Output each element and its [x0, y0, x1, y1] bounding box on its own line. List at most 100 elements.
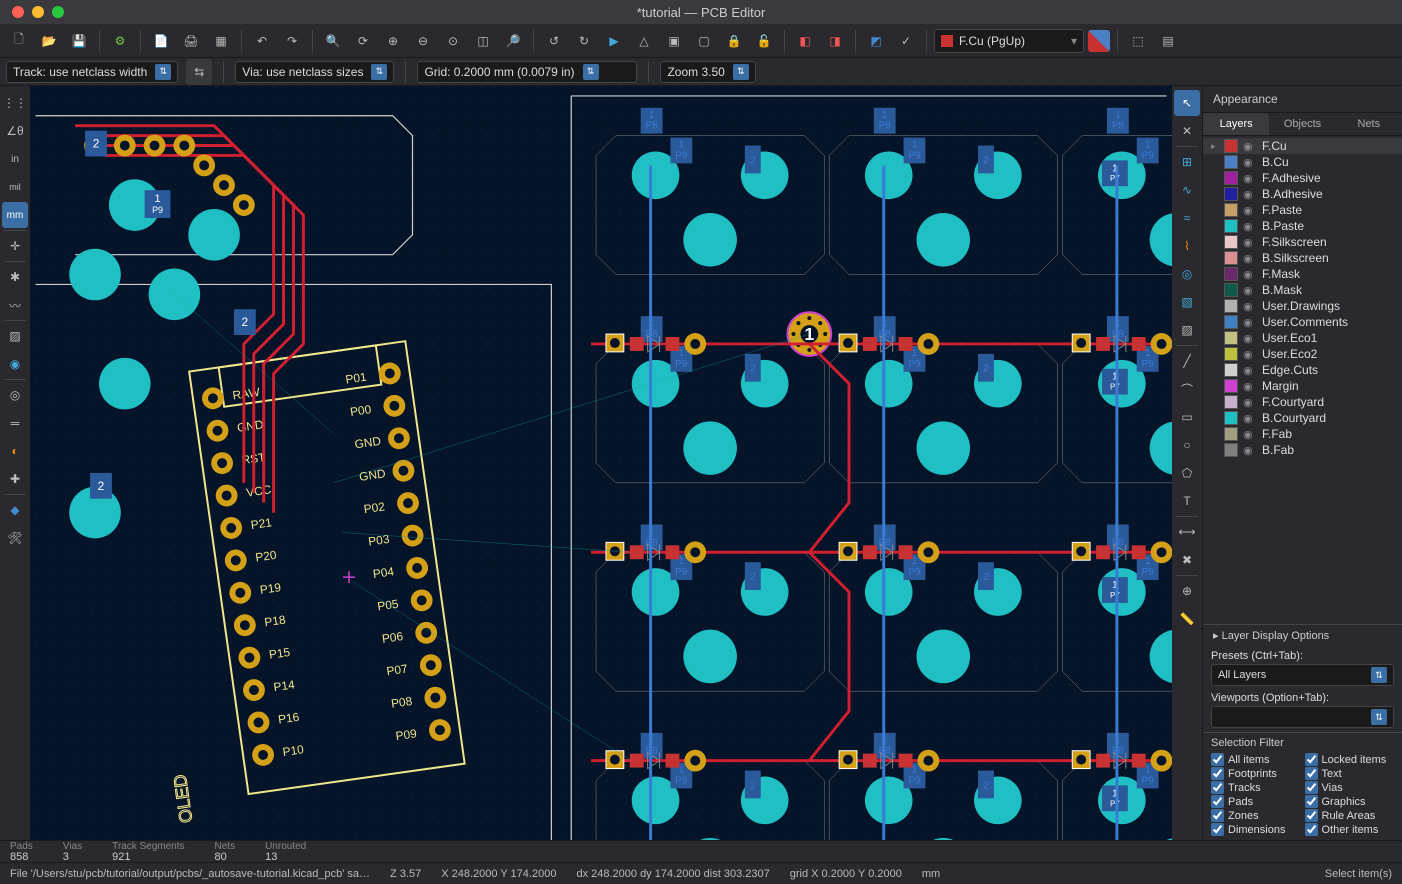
add-rule-area-icon[interactable]: ▨ [1174, 317, 1200, 343]
layer-visibility-icon[interactable]: ◉ [1243, 236, 1257, 249]
add-via-icon[interactable]: ◎ [1174, 261, 1200, 287]
layer-row[interactable]: ▸◉F.Cu [1203, 138, 1402, 154]
window-zoom-button[interactable] [52, 6, 64, 18]
measure-icon[interactable]: 📏 [1174, 606, 1200, 632]
polar-coords-icon[interactable]: ∠θ [2, 118, 28, 144]
viewports-selector[interactable]: ⇅ [1211, 706, 1394, 728]
layer-row[interactable]: ◉F.Courtyard [1203, 394, 1402, 410]
open-icon[interactable]: 📂 [36, 28, 62, 54]
layer-visibility-icon[interactable]: ◉ [1243, 156, 1257, 169]
presets-selector[interactable]: All Layers⇅ [1211, 664, 1394, 686]
units-mil-icon[interactable]: mil [2, 174, 28, 200]
board-setup-icon[interactable]: ⚙ [107, 28, 133, 54]
units-in-icon[interactable]: in [2, 146, 28, 172]
layer-visibility-icon[interactable]: ◉ [1243, 140, 1257, 153]
layer-visibility-icon[interactable]: ◉ [1243, 204, 1257, 217]
high-contrast-icon[interactable]: ◐ [2, 438, 28, 464]
layer-row[interactable]: ◉B.Fab [1203, 442, 1402, 458]
layers-list[interactable]: ▸◉F.Cu◉B.Cu◉F.Adhesive◉B.Adhesive◉F.Past… [1203, 136, 1402, 624]
layer-pairs-icon[interactable] [1088, 30, 1110, 52]
group-icon[interactable]: ▣ [661, 28, 687, 54]
draw-circle-icon[interactable]: ○ [1174, 432, 1200, 458]
tab-objects[interactable]: Objects [1269, 113, 1335, 135]
new-icon[interactable]: 🗋 [6, 28, 32, 54]
zoom-fit-icon[interactable]: ⊙ [440, 28, 466, 54]
properties-icon[interactable]: 🛠 [2, 525, 28, 551]
track-width-selector[interactable]: Track: use netclass width⇅ [6, 61, 178, 83]
layer-row[interactable]: ◉B.Mask [1203, 282, 1402, 298]
layer-visibility-icon[interactable]: ◉ [1243, 316, 1257, 329]
tab-layers[interactable]: Layers [1203, 113, 1269, 135]
selfilter-checkbox[interactable]: Footprints [1211, 767, 1301, 780]
add-dimension-icon[interactable]: ⟷ [1174, 519, 1200, 545]
place-footprint-icon[interactable]: ⊞ [1174, 149, 1200, 175]
via-display-icon[interactable]: ◎ [2, 382, 28, 408]
page-settings-icon[interactable]: 📄 [148, 28, 174, 54]
zone-display-icon[interactable]: ▨ [2, 323, 28, 349]
layer-row[interactable]: ◉F.Silkscreen [1203, 234, 1402, 250]
zoom-selection-icon[interactable]: ◫ [470, 28, 496, 54]
window-minimize-button[interactable] [32, 6, 44, 18]
grid-display-icon[interactable]: ⋮⋮ [2, 90, 28, 116]
unlock-icon[interactable]: 🔓 [751, 28, 777, 54]
layer-row[interactable]: ◉F.Adhesive [1203, 170, 1402, 186]
layer-visibility-icon[interactable]: ◉ [1243, 428, 1257, 441]
footprint-browser-icon[interactable]: ◨ [822, 28, 848, 54]
zoom-out-icon[interactable]: ⊖ [410, 28, 436, 54]
selfilter-checkbox[interactable]: Locked items [1305, 753, 1395, 766]
footprint-editor-icon[interactable]: ◧ [792, 28, 818, 54]
pcb-canvas[interactable]: 1 P8 1 P9 2 [30, 86, 1172, 840]
pad-display-icon[interactable]: ◉ [2, 351, 28, 377]
layer-row[interactable]: ◉User.Eco1 [1203, 330, 1402, 346]
layer-visibility-icon[interactable]: ◉ [1243, 284, 1257, 297]
units-mm-icon[interactable]: mm [2, 202, 28, 228]
zoom-in-icon[interactable]: ⊕ [380, 28, 406, 54]
layer-selector[interactable]: F.Cu (PgUp) ▾ [934, 29, 1084, 53]
draw-line-icon[interactable]: ╱ [1174, 348, 1200, 374]
layer-row[interactable]: ◉B.Courtyard [1203, 410, 1402, 426]
layer-row[interactable]: ◉User.Comments [1203, 314, 1402, 330]
add-text-icon[interactable]: T [1174, 488, 1200, 514]
draw-polygon-icon[interactable]: ⬠ [1174, 460, 1200, 486]
layer-visibility-icon[interactable]: ◉ [1243, 348, 1257, 361]
layer-row[interactable]: ◉B.Adhesive [1203, 186, 1402, 202]
layer-visibility-icon[interactable]: ◉ [1243, 220, 1257, 233]
layer-display-options[interactable]: ▸ Layer Display Options [1203, 624, 1402, 646]
set-origin-icon[interactable]: ⊕ [1174, 578, 1200, 604]
draw-arc-icon[interactable]: ⌒ [1174, 376, 1200, 402]
layer-visibility-icon[interactable]: ◉ [1243, 380, 1257, 393]
net-color-icon[interactable]: ✚ [2, 466, 28, 492]
update-from-schematic-icon[interactable]: ◩ [863, 28, 889, 54]
ratsnest-icon[interactable]: ✱ [2, 264, 28, 290]
layer-visibility-icon[interactable]: ◉ [1243, 252, 1257, 265]
lock-icon[interactable]: 🔒 [721, 28, 747, 54]
selfilter-checkbox[interactable]: Tracks [1211, 781, 1301, 794]
highlight-net-icon[interactable]: ✕ [1174, 118, 1200, 144]
layer-row[interactable]: ◉B.Cu [1203, 154, 1402, 170]
delete-icon[interactable]: ✖ [1174, 547, 1200, 573]
layer-row[interactable]: ◉Edge.Cuts [1203, 362, 1402, 378]
grid-selector[interactable]: Grid: 0.2000 mm (0.0079 in)⇅ [417, 61, 637, 83]
tune-length-icon[interactable]: ⌇ [1174, 233, 1200, 259]
selfilter-checkbox[interactable]: Zones [1211, 809, 1301, 822]
rotate-ccw-icon[interactable]: ↺ [541, 28, 567, 54]
selfilter-checkbox[interactable]: Text [1305, 767, 1395, 780]
layer-visibility-icon[interactable]: ◉ [1243, 172, 1257, 185]
ungroup-icon[interactable]: ▢ [691, 28, 717, 54]
route-diff-pair-icon[interactable]: ≈ [1174, 205, 1200, 231]
plot-icon[interactable]: ▦ [208, 28, 234, 54]
layer-row[interactable]: ◉B.Silkscreen [1203, 250, 1402, 266]
track-width-auto-icon[interactable]: ⇆ [186, 59, 212, 85]
layers-manager-icon[interactable]: ◆ [2, 497, 28, 523]
undo-icon[interactable]: ↶ [249, 28, 275, 54]
ratsnest-curved-icon[interactable]: 〰 [2, 292, 28, 318]
layer-row[interactable]: ◉Margin [1203, 378, 1402, 394]
save-icon[interactable]: 💾 [66, 28, 92, 54]
select-tool-icon[interactable]: ↖ [1174, 90, 1200, 116]
selfilter-checkbox[interactable]: Graphics [1305, 795, 1395, 808]
layer-row[interactable]: ◉User.Drawings [1203, 298, 1402, 314]
layer-visibility-icon[interactable]: ◉ [1243, 412, 1257, 425]
refresh-icon[interactable]: ⟳ [350, 28, 376, 54]
mirror-h-icon[interactable]: ▶ [601, 28, 627, 54]
layer-visibility-icon[interactable]: ◉ [1243, 364, 1257, 377]
